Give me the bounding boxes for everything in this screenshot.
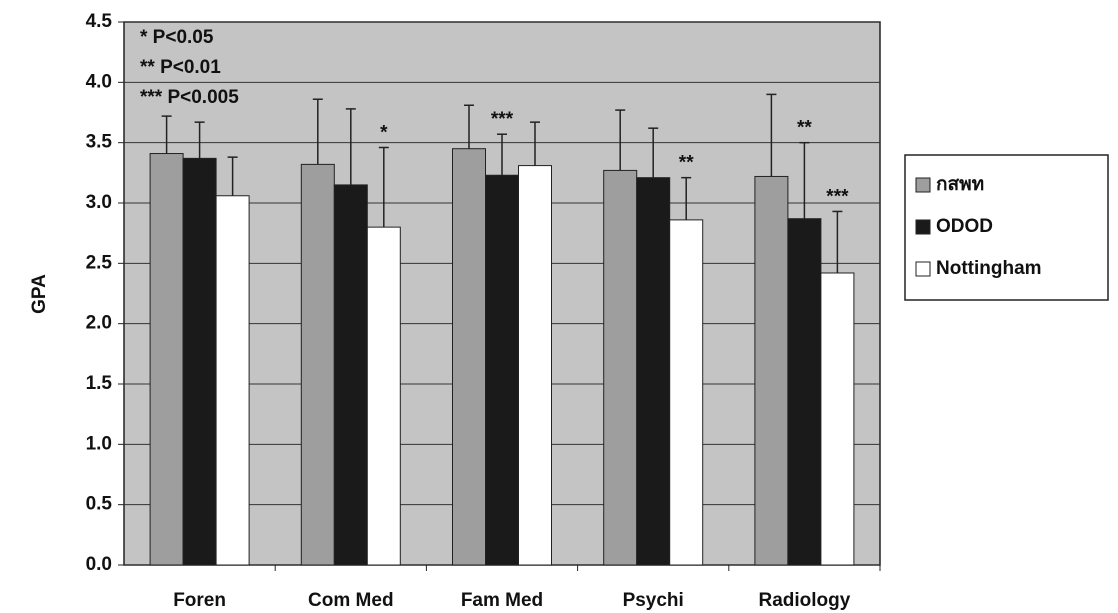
y-tick-label: 1.0 [86,433,112,454]
legend-swatch [915,219,931,235]
y-tick-label: 2.0 [86,313,112,334]
x-tick-label: Com Med [308,590,394,611]
bar [787,218,822,566]
legend-label: ODOD [936,216,993,237]
note: * P<0.05 [140,27,214,48]
bar [754,175,789,566]
note: *** P<0.005 [140,87,239,108]
x-tick-label: Psychi [623,590,684,611]
x-tick-label: Fam Med [461,590,543,611]
bar [518,165,552,566]
significance: *** [826,186,849,207]
legend-swatch [915,177,931,193]
legend-label: กสพท [936,174,984,195]
note: ** P<0.01 [140,57,221,78]
y-tick-label: 1.5 [86,373,113,394]
significance: ** [679,153,694,174]
y-tick-label: 4.5 [86,11,113,32]
x-tick-label: Foren [173,590,226,611]
y-axis-label: GPA [29,274,50,314]
bar [333,184,368,566]
bar [182,157,217,566]
y-tick-label: 3.0 [86,192,112,213]
bar [452,148,486,566]
bar [636,177,671,566]
significance: * [380,123,388,144]
bar [669,219,704,566]
bar [820,272,855,566]
bar [300,163,335,566]
bar [485,174,519,566]
y-tick-label: 2.5 [86,252,113,273]
significance: ** [797,118,812,139]
legend-swatch [915,261,931,277]
y-tick-label: 0.5 [86,494,113,515]
x-tick-label: Radiology [758,590,850,611]
y-tick-label: 3.5 [86,132,113,153]
bar [149,153,184,566]
significance: *** [491,109,514,130]
y-tick-label: 4.0 [86,71,112,92]
y-tick-label: 0.0 [86,554,112,575]
bar [603,169,638,566]
legend-label: Nottingham [936,258,1042,279]
legend [904,154,1109,301]
bar [215,195,250,566]
bar [366,226,401,566]
